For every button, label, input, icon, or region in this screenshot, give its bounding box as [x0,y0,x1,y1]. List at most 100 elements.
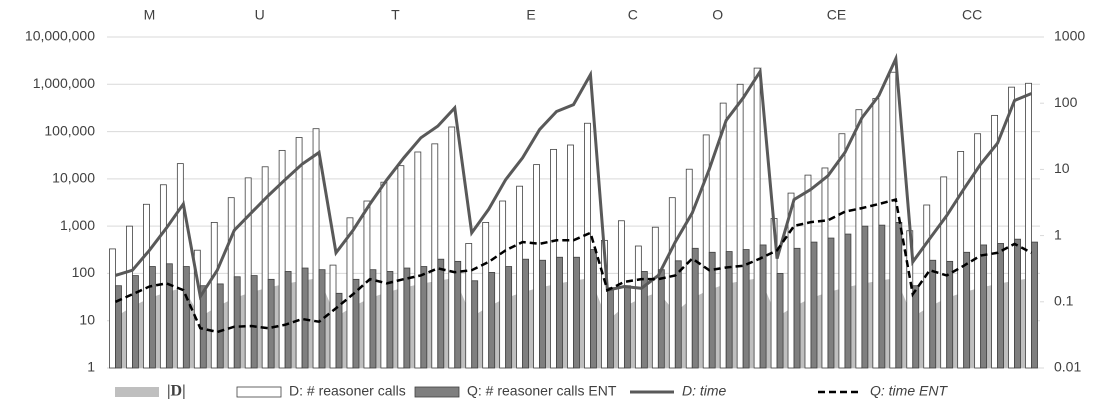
bar [1008,86,1015,369]
bar [980,244,988,369]
bar [420,266,428,369]
bar [216,283,224,369]
bar [607,287,614,369]
bar [488,272,496,369]
bar [210,221,218,369]
bar [522,258,530,369]
bar [617,220,625,369]
legend-swatch [414,386,460,398]
bar [352,278,360,369]
bar [923,204,931,369]
bar [437,258,445,369]
bar [346,217,354,369]
bar [776,273,784,369]
bar [165,263,173,369]
bar [505,266,513,369]
bar [159,184,167,369]
bar [363,200,371,369]
bar [465,243,473,369]
bar [736,83,744,369]
line [114,198,1033,334]
bar [567,144,574,369]
bar [793,247,801,369]
bar [674,260,682,369]
y2-tick-label: 100 [1054,94,1078,110]
bar [997,243,1004,369]
bar [657,269,665,369]
y-tick-label: 100 [72,264,96,280]
bar [668,197,676,369]
bar [115,285,122,369]
bar [109,248,116,369]
bar [431,143,439,369]
y-tick-label: 10 [79,311,95,327]
bar [227,197,235,369]
bar [963,251,971,369]
group-label: CC [962,7,982,23]
bar [889,71,897,369]
bar [1025,82,1032,369]
bar [940,176,948,369]
y2-tick-label: 1 [1054,226,1062,242]
bar [278,149,286,369]
bar [312,128,320,369]
bar [284,271,292,369]
bar [414,151,422,369]
bar [335,292,343,369]
y-tick-label: 1,000 [60,217,95,233]
y2-tick-label: 10 [1054,160,1070,176]
y2-tick-label: 0.1 [1054,293,1074,309]
bar [403,267,411,369]
y-tick-label: 1 [87,359,95,375]
bar [878,224,886,369]
legend-label: |D| [167,383,186,400]
bar [182,266,190,369]
bar [516,185,524,369]
bar [753,67,761,369]
bar [702,134,710,369]
y-tick-label: 10,000,000 [25,28,95,44]
bar [895,221,903,369]
bar [176,163,184,369]
bar [590,249,597,369]
bar [261,166,269,369]
bar [386,271,394,369]
bar [719,102,727,369]
bar [912,285,920,369]
bar [651,226,659,369]
y-tick-label: 10,000 [52,170,95,186]
group-label: M [144,7,156,23]
group-label: CE [827,7,846,23]
group-label: C [628,7,638,23]
group-label: E [526,7,535,23]
bar [946,260,954,369]
y-tick-label: 1,000,000 [33,75,95,91]
bar [369,269,377,369]
bar [132,275,139,369]
legend-label: D: # reasoner calls [289,383,406,399]
bar [329,264,337,369]
y2-tick-label: 1000 [1054,28,1085,44]
bar [861,225,869,369]
bar [533,164,540,369]
bar [1031,241,1038,369]
bar [1014,238,1021,369]
bar [454,260,462,369]
bar [957,151,965,369]
bar [448,126,456,369]
bar [759,244,767,369]
bar [250,275,258,369]
bar [267,278,275,369]
bar [556,256,563,369]
bar [623,285,631,369]
bar [634,245,642,369]
bar [929,259,937,369]
bar [380,181,388,369]
bar [397,165,405,369]
bar [199,285,207,369]
group-label: O [712,7,723,23]
bar [872,98,880,369]
group-label: U [255,7,265,23]
bar [855,109,863,369]
